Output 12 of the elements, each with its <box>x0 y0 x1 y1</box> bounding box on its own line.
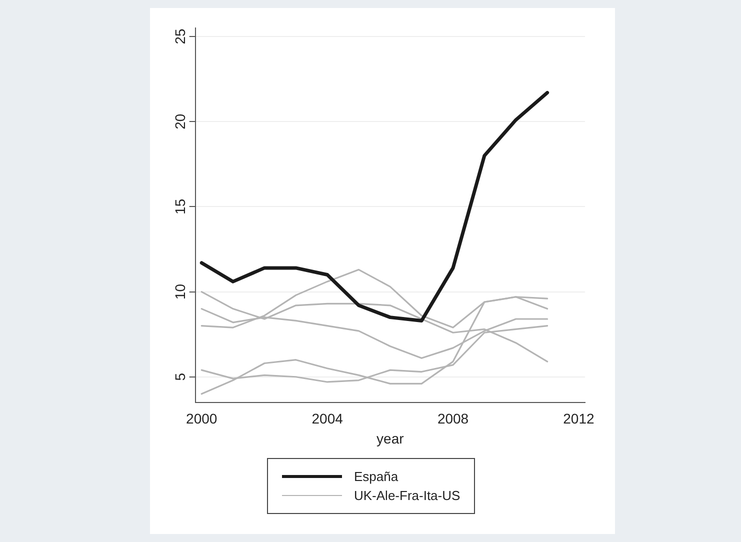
x-tick-label: 2004 <box>312 410 344 427</box>
y-tick-label: 15 <box>172 198 188 214</box>
y-tick-label: 25 <box>172 28 188 44</box>
legend-label: UK-Ale-Fra-Ita-US <box>354 488 460 503</box>
y-tick-label: 10 <box>172 284 188 300</box>
x-tick-label: 2000 <box>186 410 218 427</box>
legend-label: España <box>354 469 398 484</box>
y-tick-label: 5 <box>172 372 188 381</box>
x-tick-label: 2008 <box>437 410 469 427</box>
x-axis-title: year <box>376 430 404 446</box>
x-tick-label: 2012 <box>563 410 594 427</box>
y-tick-label: 20 <box>172 114 188 130</box>
